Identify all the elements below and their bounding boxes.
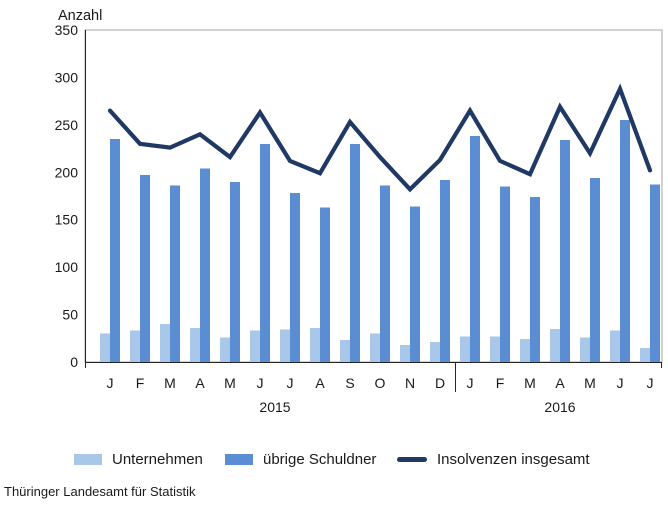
bar-unternehmen bbox=[220, 337, 230, 362]
insolvenzen-line bbox=[107, 83, 653, 193]
bar-unternehmen bbox=[340, 340, 350, 362]
bar-uebrige-schuldner bbox=[530, 196, 540, 362]
bar-unternehmen bbox=[400, 344, 410, 362]
legend-item-uebrige-schuldner: übrige Schuldner bbox=[225, 446, 376, 472]
chart-svg: Anzahl 0 50 100 150 200 250 300 350 J F M A M J J A S O N D J… bbox=[55, 8, 663, 415]
bar-unternehmen bbox=[250, 330, 260, 362]
legend-item-insolvenzen-insgesamt: Insolvenzen insgesamt bbox=[397, 446, 590, 472]
month-label: J bbox=[467, 375, 474, 391]
bar-unternehmen bbox=[430, 342, 440, 362]
month-label: F bbox=[496, 375, 505, 391]
legend-bar-swatch-icon bbox=[74, 453, 102, 465]
bar-unternehmen bbox=[610, 330, 620, 362]
source-text: Thüringer Landesamt für Statistik bbox=[4, 484, 196, 499]
y-axis-label: 100 bbox=[55, 259, 79, 275]
month-label: A bbox=[315, 375, 325, 391]
legend-item-unternehmen: Unternehmen bbox=[74, 446, 203, 472]
month-label: M bbox=[524, 375, 536, 391]
y-axis-label: 250 bbox=[55, 117, 79, 133]
month-label: J bbox=[647, 375, 654, 391]
bar-uebrige-schuldner bbox=[110, 139, 120, 362]
y-axis-label: 0 bbox=[70, 354, 78, 370]
bar-unternehmen bbox=[550, 328, 560, 362]
bar-unternehmen bbox=[160, 324, 170, 362]
legend-bar-swatch-icon bbox=[225, 453, 253, 465]
year-label-2015: 2015 bbox=[259, 399, 290, 415]
bar-unternehmen bbox=[190, 327, 200, 362]
bar-uebrige-schuldner bbox=[440, 179, 450, 362]
bar-uebrige-schuldner bbox=[200, 168, 210, 362]
month-label: M bbox=[224, 375, 236, 391]
y-axis-label: 300 bbox=[55, 69, 79, 85]
bar-uebrige-schuldner bbox=[290, 193, 300, 362]
y-axis-label: 200 bbox=[55, 164, 79, 180]
y-axis-label: 150 bbox=[55, 212, 79, 228]
bar-uebrige-schuldner bbox=[620, 120, 630, 362]
bar-uebrige-schuldner bbox=[320, 207, 330, 362]
month-label: S bbox=[345, 375, 354, 391]
month-label: J bbox=[107, 375, 114, 391]
month-label: A bbox=[555, 375, 565, 391]
bar-unternehmen bbox=[520, 339, 530, 362]
month-label: N bbox=[405, 375, 415, 391]
bar-unternehmen bbox=[490, 336, 500, 362]
month-label: O bbox=[375, 375, 386, 391]
y-axis-label: 50 bbox=[62, 307, 78, 323]
bar-unternehmen bbox=[460, 336, 470, 362]
bar-uebrige-schuldner bbox=[410, 206, 420, 362]
bar-uebrige-schuldner bbox=[260, 143, 270, 362]
bar-uebrige-schuldner bbox=[590, 177, 600, 362]
bar-unternehmen bbox=[370, 333, 380, 362]
bar-uebrige-schuldner bbox=[350, 143, 360, 362]
month-label: J bbox=[617, 375, 624, 391]
month-label: A bbox=[195, 375, 205, 391]
month-label: M bbox=[584, 375, 596, 391]
bar-uebrige-schuldner bbox=[380, 185, 390, 362]
bar-uebrige-schuldner bbox=[230, 181, 240, 362]
bar-uebrige-schuldner bbox=[170, 185, 180, 362]
bar-unternehmen bbox=[580, 337, 590, 362]
bar-uebrige-schuldner bbox=[650, 184, 660, 362]
month-label: D bbox=[435, 375, 445, 391]
bar-unternehmen bbox=[130, 330, 140, 362]
legend-line-swatch-icon bbox=[397, 456, 427, 462]
bar-uebrige-schuldner bbox=[500, 186, 510, 362]
year-label-2016: 2016 bbox=[544, 399, 575, 415]
month-label: J bbox=[287, 375, 294, 391]
y-axis-label: 350 bbox=[55, 22, 79, 38]
bar-uebrige-schuldner bbox=[560, 140, 570, 362]
y-axis-title: Anzahl bbox=[58, 8, 102, 24]
legend-label: Unternehmen bbox=[112, 450, 203, 468]
bar-unternehmen bbox=[640, 347, 650, 362]
bar-unternehmen bbox=[280, 329, 290, 362]
chart-legend: Unternehmen übrige Schuldner Insolvenzen i… bbox=[0, 446, 668, 472]
bar-uebrige-schuldner bbox=[470, 136, 480, 362]
month-label: F bbox=[136, 375, 145, 391]
month-label: M bbox=[164, 375, 176, 391]
legend-label: Insolvenzen insgesamt bbox=[437, 450, 590, 468]
bar-uebrige-schuldner bbox=[140, 175, 150, 362]
bar-unternehmen bbox=[310, 327, 320, 362]
month-label: J bbox=[257, 375, 264, 391]
bar-unternehmen bbox=[100, 333, 110, 362]
legend-label: übrige Schuldner bbox=[263, 450, 377, 468]
